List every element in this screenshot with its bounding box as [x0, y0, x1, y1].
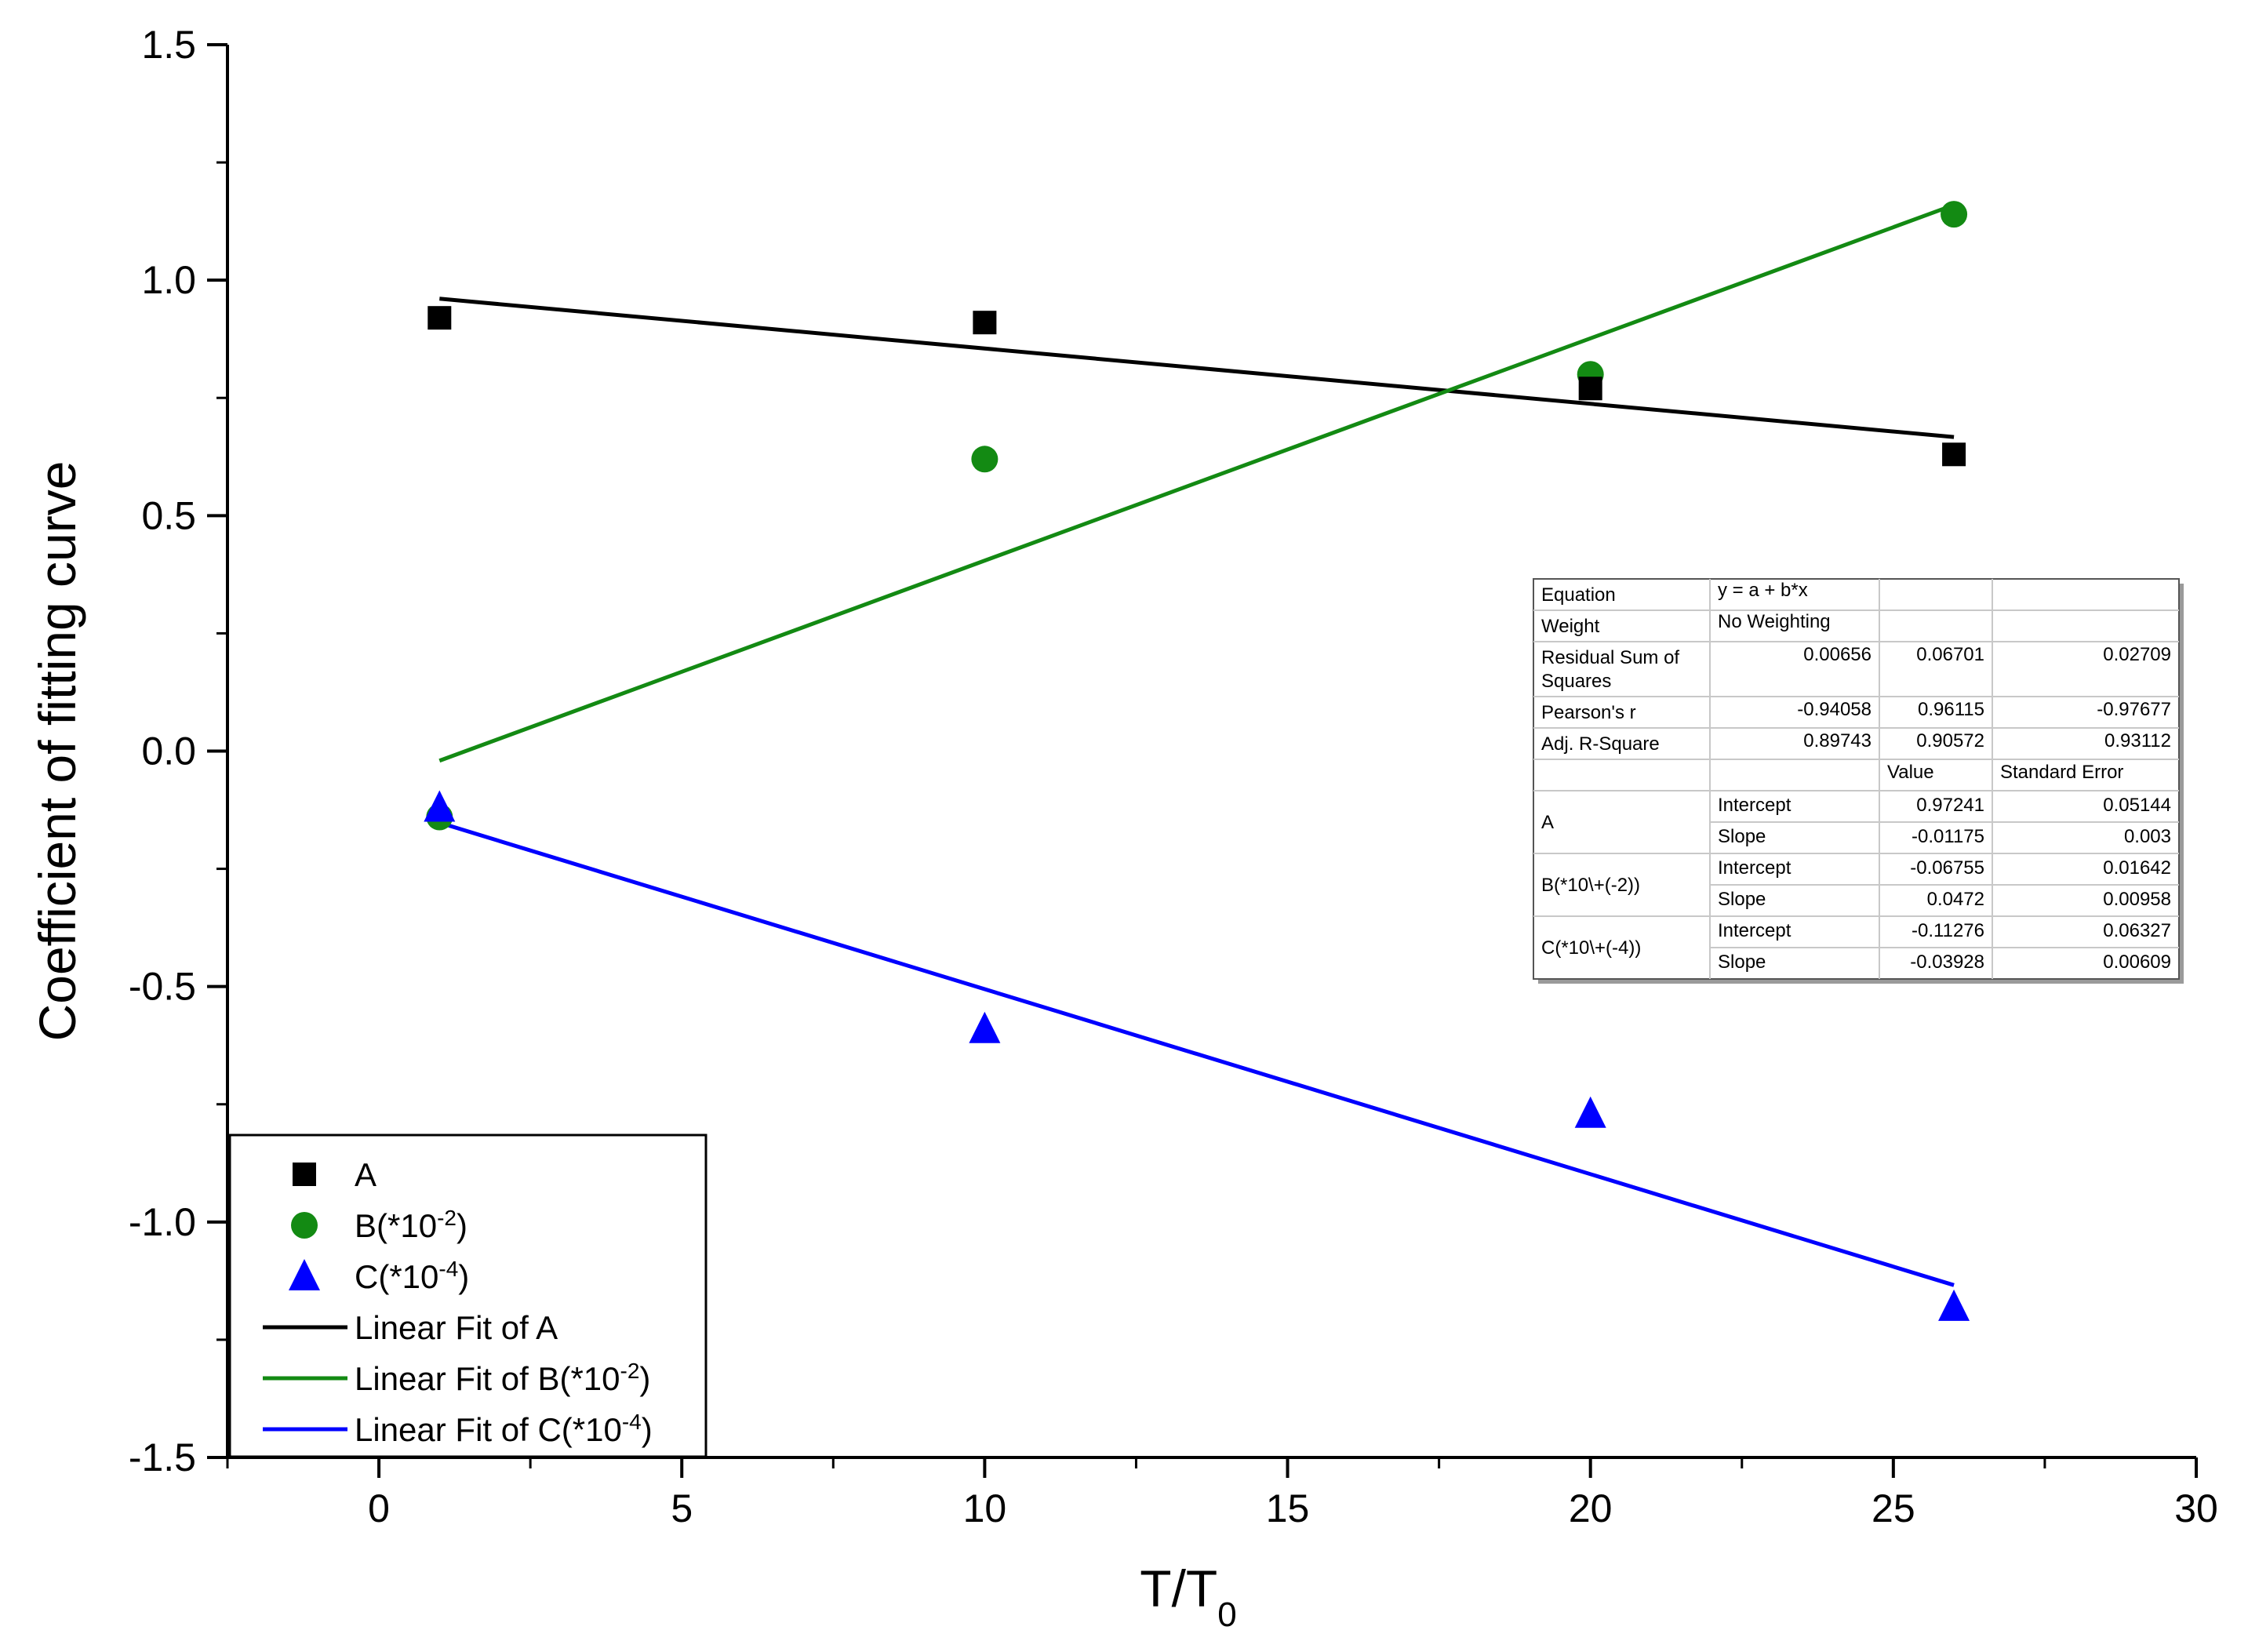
- table-label: Pearson's r: [1541, 702, 1636, 723]
- legend-symbol: [289, 1259, 320, 1290]
- y-tick-label: 1.0: [141, 258, 196, 302]
- data-point: [1578, 377, 1602, 401]
- legend-symbol: [291, 1212, 318, 1239]
- legend: A B(*10-2) C(*10-4) Linear Fit of A Linear F…: [228, 1133, 708, 1458]
- table-weight: No Weighting: [1718, 611, 1831, 632]
- table-value: 0.00609: [2103, 952, 2171, 973]
- legend-label: Linear Fit of C(*10-4): [355, 1410, 653, 1449]
- table-value: 0.01642: [2103, 857, 2171, 879]
- table-param-name: C(*10\+(-4)): [1541, 937, 1641, 959]
- stats-table: Equation y = a + b*x Weight No Weighting Res…: [1533, 578, 2184, 984]
- y-tick-label: -1.0: [129, 1200, 196, 1244]
- data-point: [1941, 201, 1968, 228]
- table-label: Adj. R-Square: [1541, 733, 1660, 755]
- legend-label: A: [355, 1156, 376, 1193]
- table-value: -0.03928: [1910, 952, 1984, 973]
- table-value: 0.05144: [2103, 795, 2171, 816]
- table-value: -0.01175: [1912, 826, 1984, 847]
- x-tick-label: 25: [1872, 1486, 1915, 1530]
- data-point: [1574, 1096, 1606, 1128]
- table-value: 0.0472: [1927, 889, 1984, 910]
- table-equation: y = a + b*x: [1718, 580, 1808, 601]
- table-param-name: B(*10\+(-2)): [1541, 875, 1640, 896]
- table-label: Equation: [1541, 584, 1616, 606]
- y-tick-label: -0.5: [129, 965, 196, 1009]
- fit-line: [439, 297, 1955, 439]
- y-tick-label: -1.5: [129, 1435, 196, 1479]
- table-value: -0.97677: [2097, 699, 2171, 720]
- legend-box: [228, 1133, 708, 1458]
- table-label: Slope: [1718, 952, 1766, 973]
- legend-label: Linear Fit of A: [355, 1309, 558, 1346]
- x-tick-label: 5: [671, 1486, 693, 1530]
- table-value: 0.00656: [1803, 644, 1872, 665]
- table-value: 0.97241: [1916, 795, 1984, 816]
- table-header: Value: [1887, 762, 1934, 783]
- data-point: [971, 446, 999, 473]
- data-point: [424, 790, 456, 822]
- data-point: [969, 1011, 1001, 1043]
- table-param-name: A: [1541, 812, 1554, 833]
- x-tick-label: 10: [963, 1486, 1007, 1530]
- table-label: Intercept: [1718, 920, 1791, 941]
- x-tick-label: 0: [368, 1486, 390, 1530]
- table-label: Intercept: [1718, 795, 1791, 816]
- x-tick-label: 20: [1569, 1486, 1613, 1530]
- axes: -1.5 -1.0 -0.5 0.0 0.5 1.0 1.5 0 5 10 15 20 25 30 T/T0…: [28, 23, 2218, 1634]
- table-value: 0.96115: [1918, 699, 1984, 720]
- table-label: Slope: [1718, 826, 1766, 847]
- table-label: Squares: [1541, 671, 1611, 692]
- y-tick-label: 0.5: [141, 493, 196, 537]
- x-tick-label: 15: [1266, 1486, 1310, 1530]
- x-tick-label: 30: [2174, 1486, 2218, 1530]
- data-point: [973, 311, 997, 335]
- table-label: Intercept: [1718, 857, 1791, 879]
- table-value: -0.94058: [1797, 699, 1872, 720]
- y-tick-label: 0.0: [141, 730, 196, 773]
- legend-label: C(*10-4): [355, 1257, 469, 1296]
- table-label: Weight: [1541, 616, 1600, 637]
- table-frame: [1533, 578, 2180, 980]
- data-point: [427, 306, 452, 330]
- table-value: 0.003: [2124, 826, 2171, 847]
- data-point: [1942, 442, 1966, 467]
- table-value: -0.11276: [1912, 920, 1984, 941]
- legend-symbol: [293, 1163, 316, 1186]
- fit-lines: [438, 202, 1955, 1287]
- data-point: [1938, 1289, 1970, 1321]
- table-label: Residual Sum of: [1541, 647, 1679, 668]
- y-axis-title: Coefficient of fitting curve: [28, 461, 86, 1042]
- legend-label: B(*10-2): [355, 1206, 467, 1245]
- data-markers: [424, 201, 1970, 1321]
- fit-line: [438, 821, 1955, 1287]
- y-tick-label: 1.5: [141, 23, 196, 67]
- table-value: 0.02709: [2103, 644, 2171, 665]
- table-header: Standard Error: [2000, 762, 2123, 783]
- table-value: -0.06755: [1910, 857, 1984, 879]
- fit-line: [438, 202, 1955, 763]
- table-value: 0.93112: [2104, 730, 2171, 751]
- table-value: 0.90572: [1916, 730, 1984, 751]
- table-value: 0.89743: [1803, 730, 1872, 751]
- table-value: 0.00958: [2103, 889, 2171, 910]
- table-value: 0.06701: [1916, 644, 1984, 665]
- table-label: Slope: [1718, 889, 1766, 910]
- legend-label: Linear Fit of B(*10-2): [355, 1359, 650, 1398]
- x-axis-title: T/T0: [1140, 1559, 1236, 1634]
- table-value: 0.06327: [2103, 920, 2171, 941]
